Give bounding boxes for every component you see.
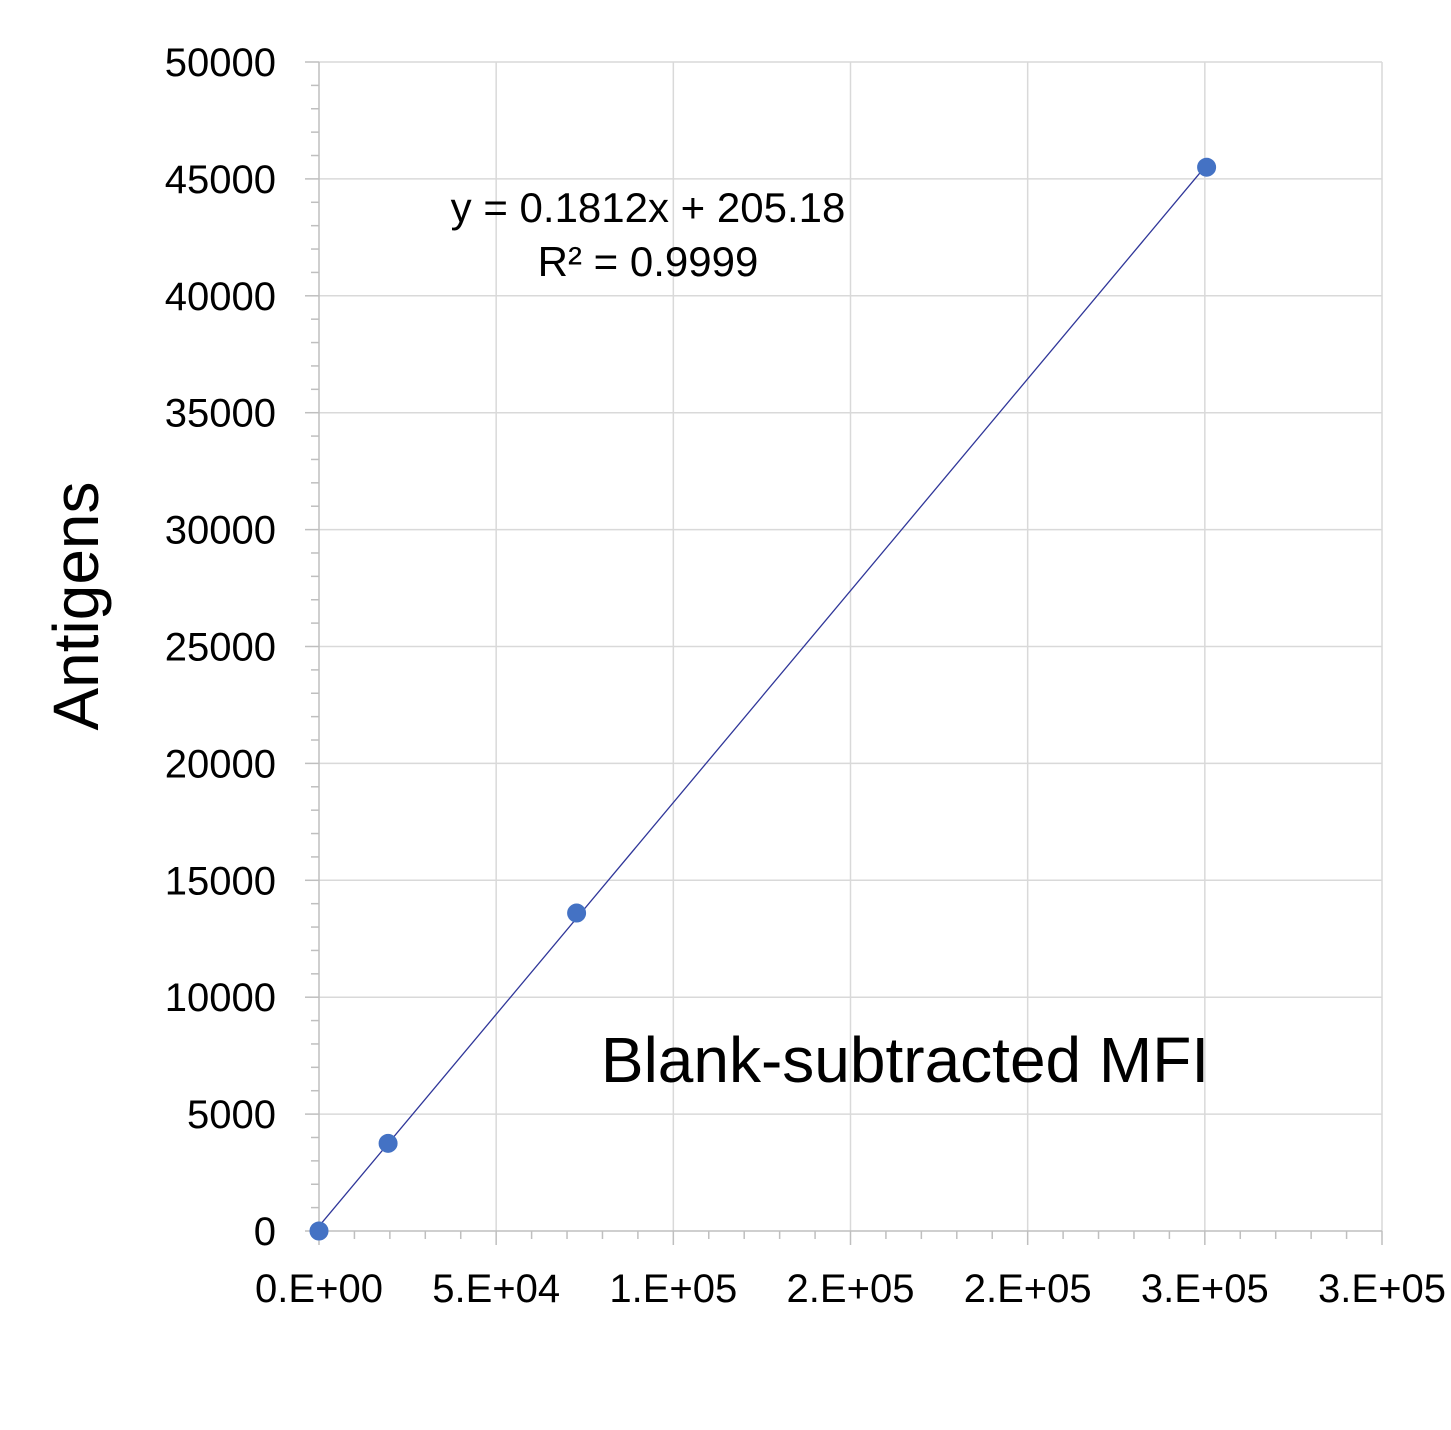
minor-ticks	[311, 84, 1348, 1239]
y-tick-label: 50000	[165, 41, 276, 85]
y-axis-title: Antigens	[40, 481, 112, 730]
y-tick-labels: 0 5000 10000 15000 20000 25000 30000 35000 40000…	[165, 41, 276, 1254]
trendline-group	[318, 164, 1208, 1227]
x-tick-label: 5.E+04	[432, 1267, 560, 1311]
y-tick-label: 45000	[165, 158, 276, 202]
r-squared-label: R² = 0.9999	[538, 238, 759, 285]
x-tick-label: 1.E+05	[609, 1267, 737, 1311]
y-tick-label: 15000	[165, 859, 276, 903]
y-tick-label: 30000	[165, 509, 276, 553]
horizontal-gridlines	[319, 61, 1382, 1115]
x-tick-label: 3.E+05	[1318, 1267, 1446, 1311]
x-tick-label: 3.E+05	[1141, 1267, 1269, 1311]
y-tick-label: 20000	[165, 742, 276, 786]
y-tick-label: 0	[254, 1210, 276, 1254]
x-tick-label: 0.E+00	[255, 1267, 383, 1311]
y-tick-label: 35000	[165, 392, 276, 436]
data-points	[309, 157, 1217, 1241]
trendline	[318, 164, 1208, 1227]
y-tick-label: 10000	[165, 976, 276, 1020]
y-tick-label: 5000	[187, 1093, 276, 1137]
data-point	[567, 903, 587, 923]
x-tick-label: 2.E+05	[787, 1267, 915, 1311]
y-tick-label: 25000	[165, 626, 276, 670]
x-axis-title: Blank-subtracted MFI	[601, 1024, 1209, 1096]
x-tick-label: 2.E+05	[964, 1267, 1092, 1311]
data-point	[309, 1221, 329, 1241]
data-point	[1197, 157, 1217, 177]
trendline-equation: y = 0.1812x + 205.18	[451, 184, 846, 231]
y-tick-label: 40000	[165, 275, 276, 319]
x-tick-labels: 0.E+00 5.E+04 1.E+05 2.E+05 2.E+05 3.E+05 3.E+…	[255, 1267, 1446, 1311]
data-point	[378, 1133, 398, 1153]
